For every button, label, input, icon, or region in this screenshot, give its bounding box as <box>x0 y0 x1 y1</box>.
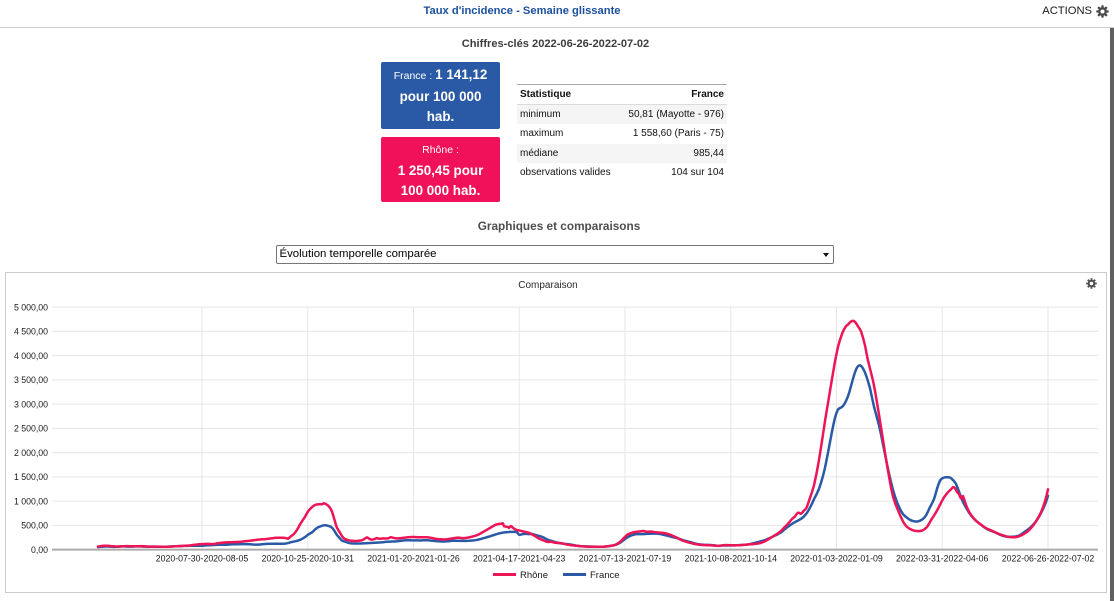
svg-text:3 500,00: 3 500,00 <box>14 375 48 385</box>
svg-text:2 000,00: 2 000,00 <box>14 448 48 458</box>
svg-text:1 500,00: 1 500,00 <box>14 472 48 482</box>
svg-text:2 500,00: 2 500,00 <box>14 424 48 434</box>
svg-text:2020-07-30-2020-08-05: 2020-07-30-2020-08-05 <box>156 554 249 564</box>
svg-text:2021-04-17-2021-04-23: 2021-04-17-2021-04-23 <box>473 554 566 564</box>
svg-text:2021-10-08-2021-10-14: 2021-10-08-2021-10-14 <box>685 554 778 564</box>
svg-text:2022-03-31-2022-04-06: 2022-03-31-2022-04-06 <box>896 554 989 564</box>
svg-text:4 500,00: 4 500,00 <box>14 327 48 337</box>
svg-text:France: France <box>590 570 620 581</box>
svg-text:Rhône: Rhône <box>520 570 548 581</box>
svg-text:2020-10-25-2020-10-31: 2020-10-25-2020-10-31 <box>262 554 355 564</box>
svg-text:2022-01-03-2022-01-09: 2022-01-03-2022-01-09 <box>790 554 883 564</box>
svg-text:3 000,00: 3 000,00 <box>14 399 48 409</box>
svg-text:5 000,00: 5 000,00 <box>14 302 48 312</box>
svg-text:4 000,00: 4 000,00 <box>14 351 48 361</box>
svg-text:0,00: 0,00 <box>31 545 48 555</box>
svg-text:2022-06-26-2022-07-02: 2022-06-26-2022-07-02 <box>1002 554 1095 564</box>
svg-text:2021-01-20-2021-01-26: 2021-01-20-2021-01-26 <box>367 554 460 564</box>
svg-text:1 000,00: 1 000,00 <box>14 496 48 506</box>
svg-text:500,00: 500,00 <box>21 521 48 531</box>
svg-text:2021-07-13-2021-07-19: 2021-07-13-2021-07-19 <box>579 554 672 564</box>
